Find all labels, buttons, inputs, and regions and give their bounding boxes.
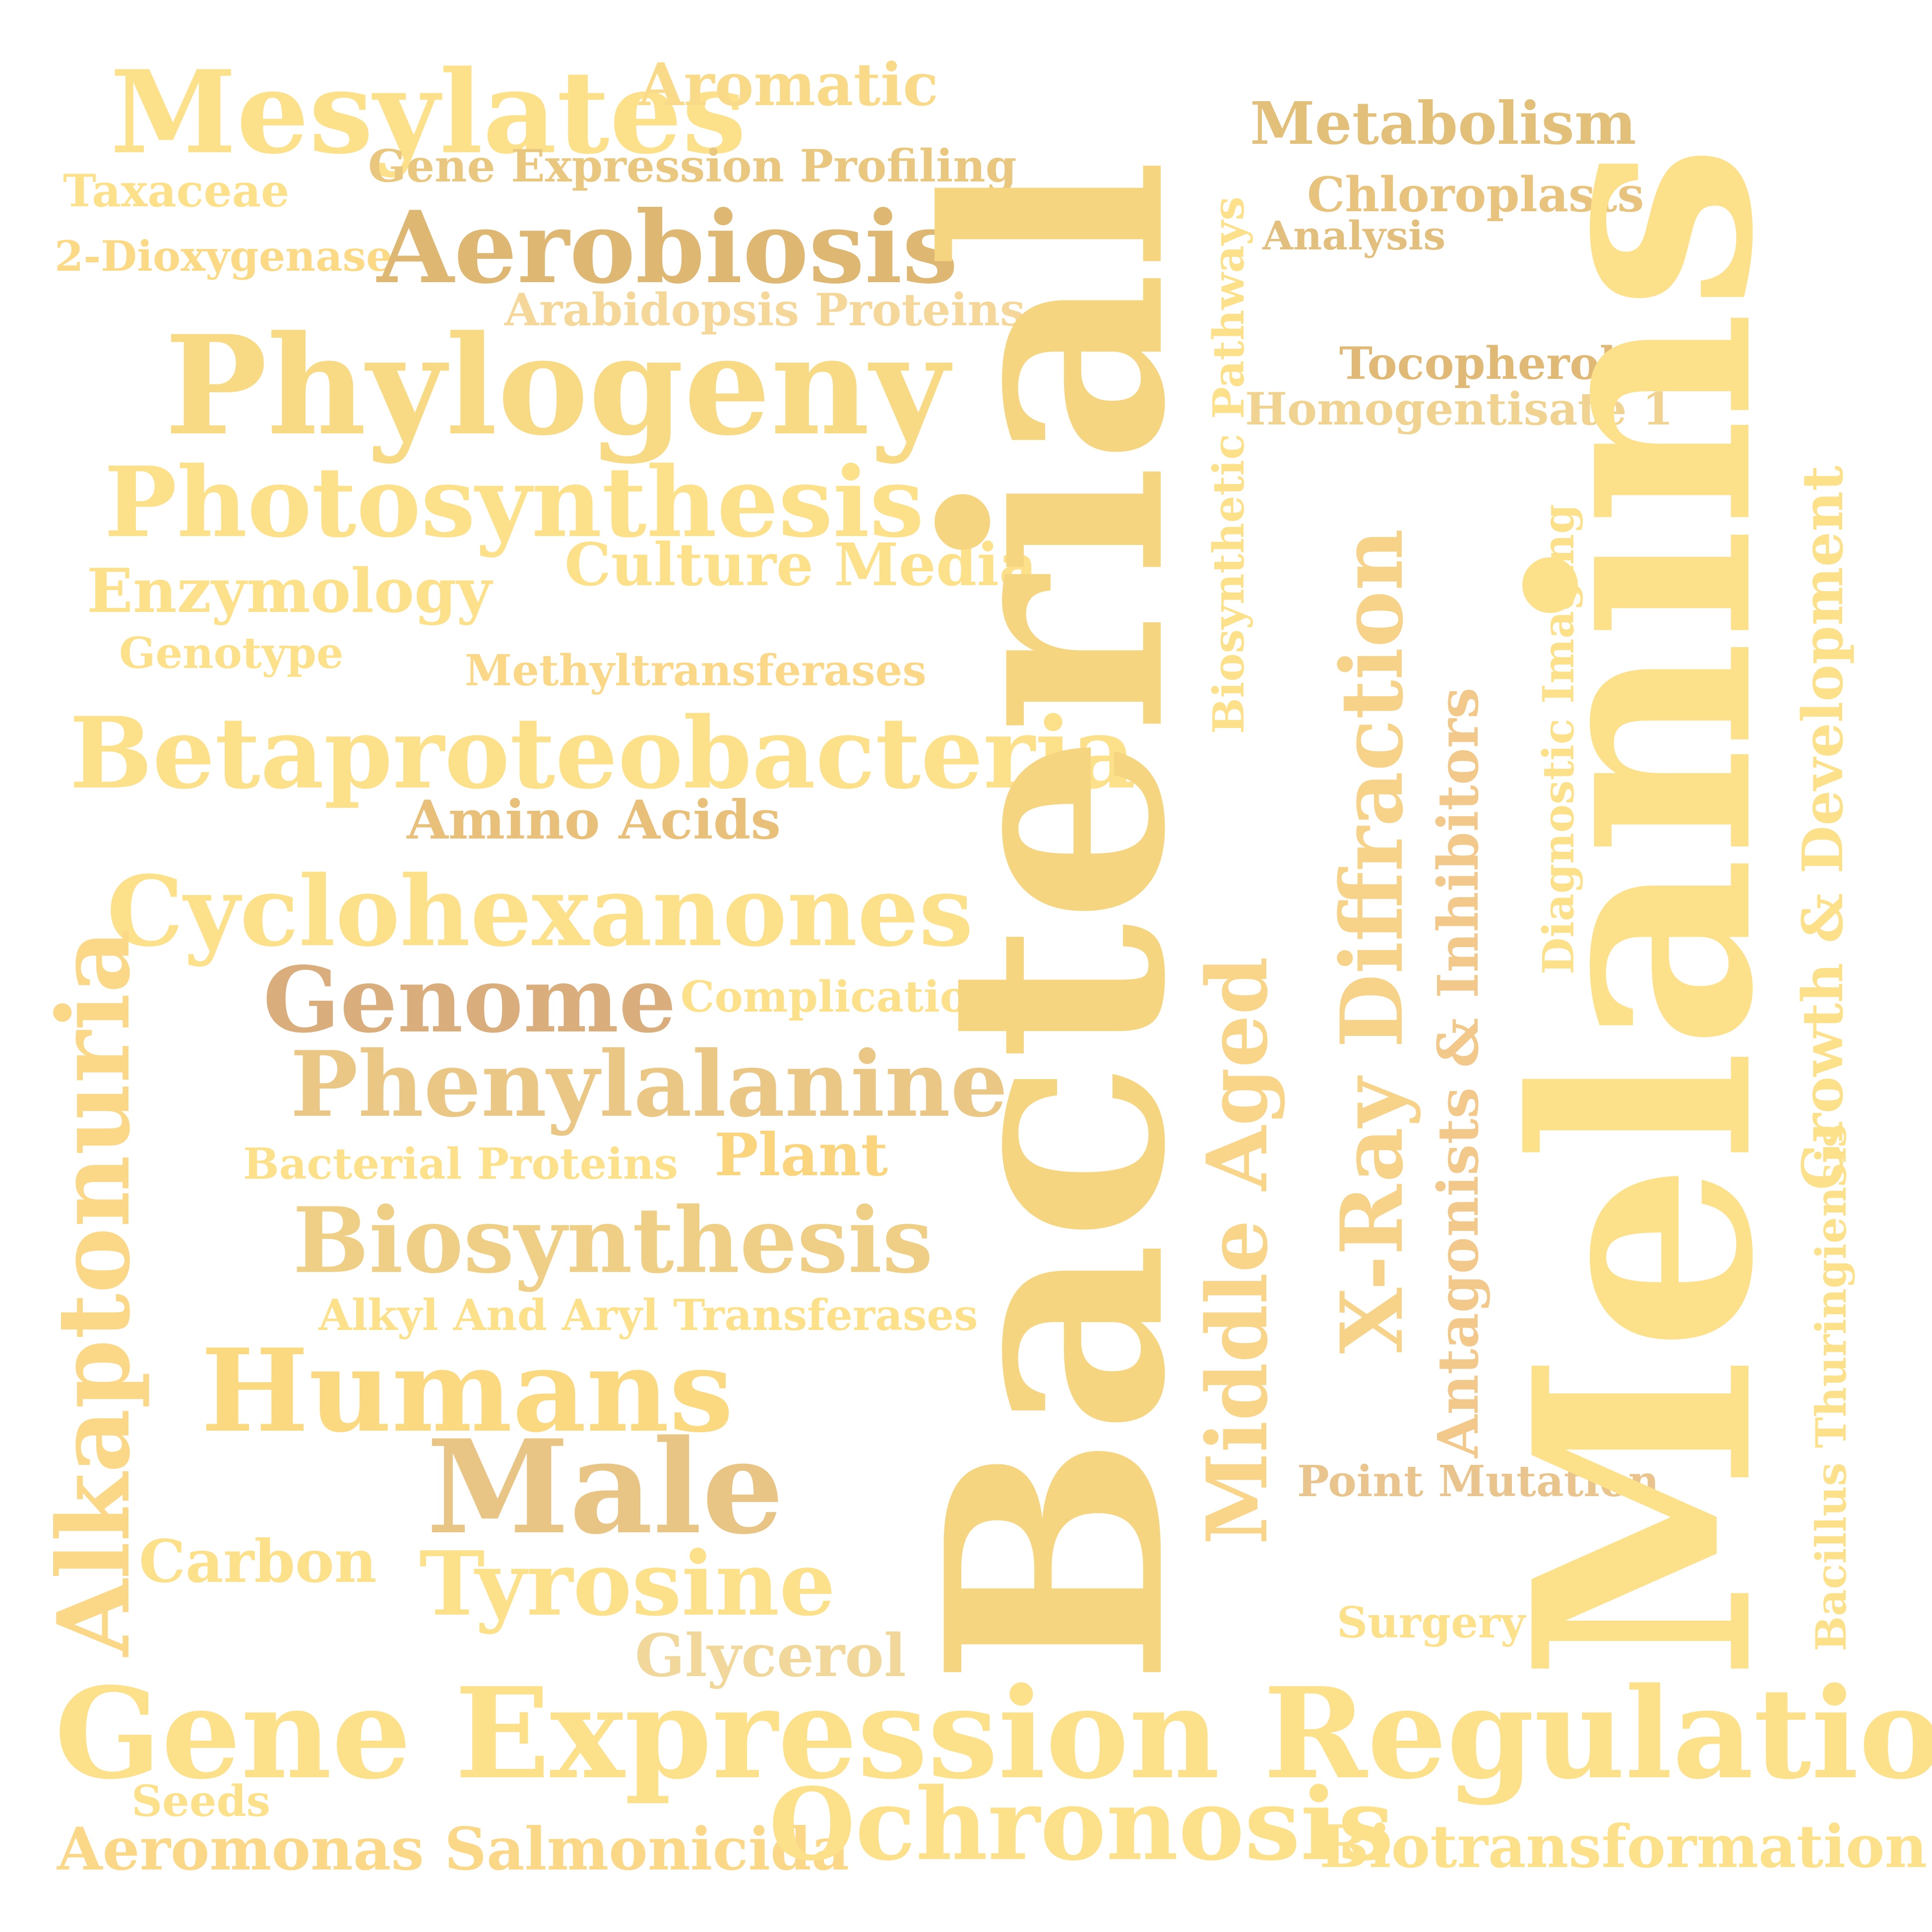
word-analysis: Analysis xyxy=(1262,212,1446,259)
word-diagnostic-imaging: Diagnostic Imaging xyxy=(1534,504,1584,974)
word-culture-media: Culture Media xyxy=(564,530,1037,599)
word-male: Male xyxy=(427,1412,784,1563)
word-glycerol: Glycerol xyxy=(635,1621,906,1690)
word-biosynthetic-pathways: Biosynthetic Pathways xyxy=(1204,196,1254,734)
word-surgery: Surgery xyxy=(1337,1598,1526,1648)
word-point-mutation: Point Mutation xyxy=(1297,1456,1660,1507)
word-alkaptonuria: Alkaptonuria xyxy=(36,929,152,1656)
word-2-dioxygenase: 2-Dioxygenase xyxy=(55,232,393,281)
word-homogentisate-1: Homogentisate 1 xyxy=(1245,383,1674,435)
word-gene-expression-regulation: Gene Expression Regulation xyxy=(55,1660,1932,1807)
word-tyrosine: Tyrosine xyxy=(419,1532,836,1635)
word-biotransformation: Biotransformation xyxy=(1319,1812,1928,1881)
word-taxaceae: Taxaceae xyxy=(63,165,290,217)
word-metabolism: Metabolism xyxy=(1250,89,1636,158)
word-growth-development: Growth & Development xyxy=(1791,465,1856,1190)
word-chloroplasts: Chloroplasts xyxy=(1307,167,1644,223)
word-x-ray-diffraction: X-Ray Diffraction xyxy=(1321,529,1422,1354)
word-betaproteobacteria: Betaproteobacteria xyxy=(69,695,1136,811)
word-aeromonas-salmonicida: Aeromonas Salmonicida xyxy=(57,1814,850,1883)
word-phylogeny: Phylogeny xyxy=(165,305,949,466)
word-seeds: Seeds xyxy=(131,1776,271,1826)
word-photosynthesis: Photosynthesis xyxy=(104,445,925,559)
word-mesylates: Mesylates xyxy=(110,46,747,180)
word-genome: Genome xyxy=(263,947,677,1053)
word-bacterial: Bacterial xyxy=(881,158,1231,1686)
word-antagonists-inhibitors: Antagonists & Inhibitors xyxy=(1426,687,1491,1458)
word-biosynthesis: Biosynthesis xyxy=(293,1187,934,1293)
word-cyclohexanones: Cyclohexanones xyxy=(107,854,974,968)
word-ochronosis: Ochronosis xyxy=(769,1766,1394,1883)
word-complications: Complications xyxy=(681,972,1024,1022)
word-gene-expression-profiling: Gene Expression Profiling xyxy=(368,140,1017,192)
word-tocopherols: Tocopherols xyxy=(1339,337,1642,390)
word-middle-aged: Middle Aged xyxy=(1188,956,1286,1545)
word-aromatic: Aromatic xyxy=(638,50,938,119)
word-arabidopsis-proteins: Arabidopsis Proteins xyxy=(504,284,1025,336)
word-alkyl-and-aryl-transferases: Alkyl And Aryl Transferases xyxy=(318,1290,978,1340)
word-bacterial-proteins: Bacterial Proteins xyxy=(243,1139,678,1189)
word-carbon: Carbon xyxy=(139,1527,377,1596)
word-bacillus-thuringiensis: Bacillus Thuringiensis xyxy=(1807,1124,1856,1651)
word-genotype: Genotype xyxy=(119,628,344,678)
word-humans: Humans xyxy=(201,1324,734,1458)
word-amino-acids: Amino Acids xyxy=(407,789,781,851)
word-aerobiosis: Aerobiosis xyxy=(377,189,958,306)
word-methyltransferases: Methyltransferases xyxy=(465,646,927,696)
word-enzymology: Enzymology xyxy=(87,555,492,626)
word-plant: Plant xyxy=(714,1120,888,1189)
word-phenylalanine: Phenylalanine xyxy=(290,1031,1008,1137)
